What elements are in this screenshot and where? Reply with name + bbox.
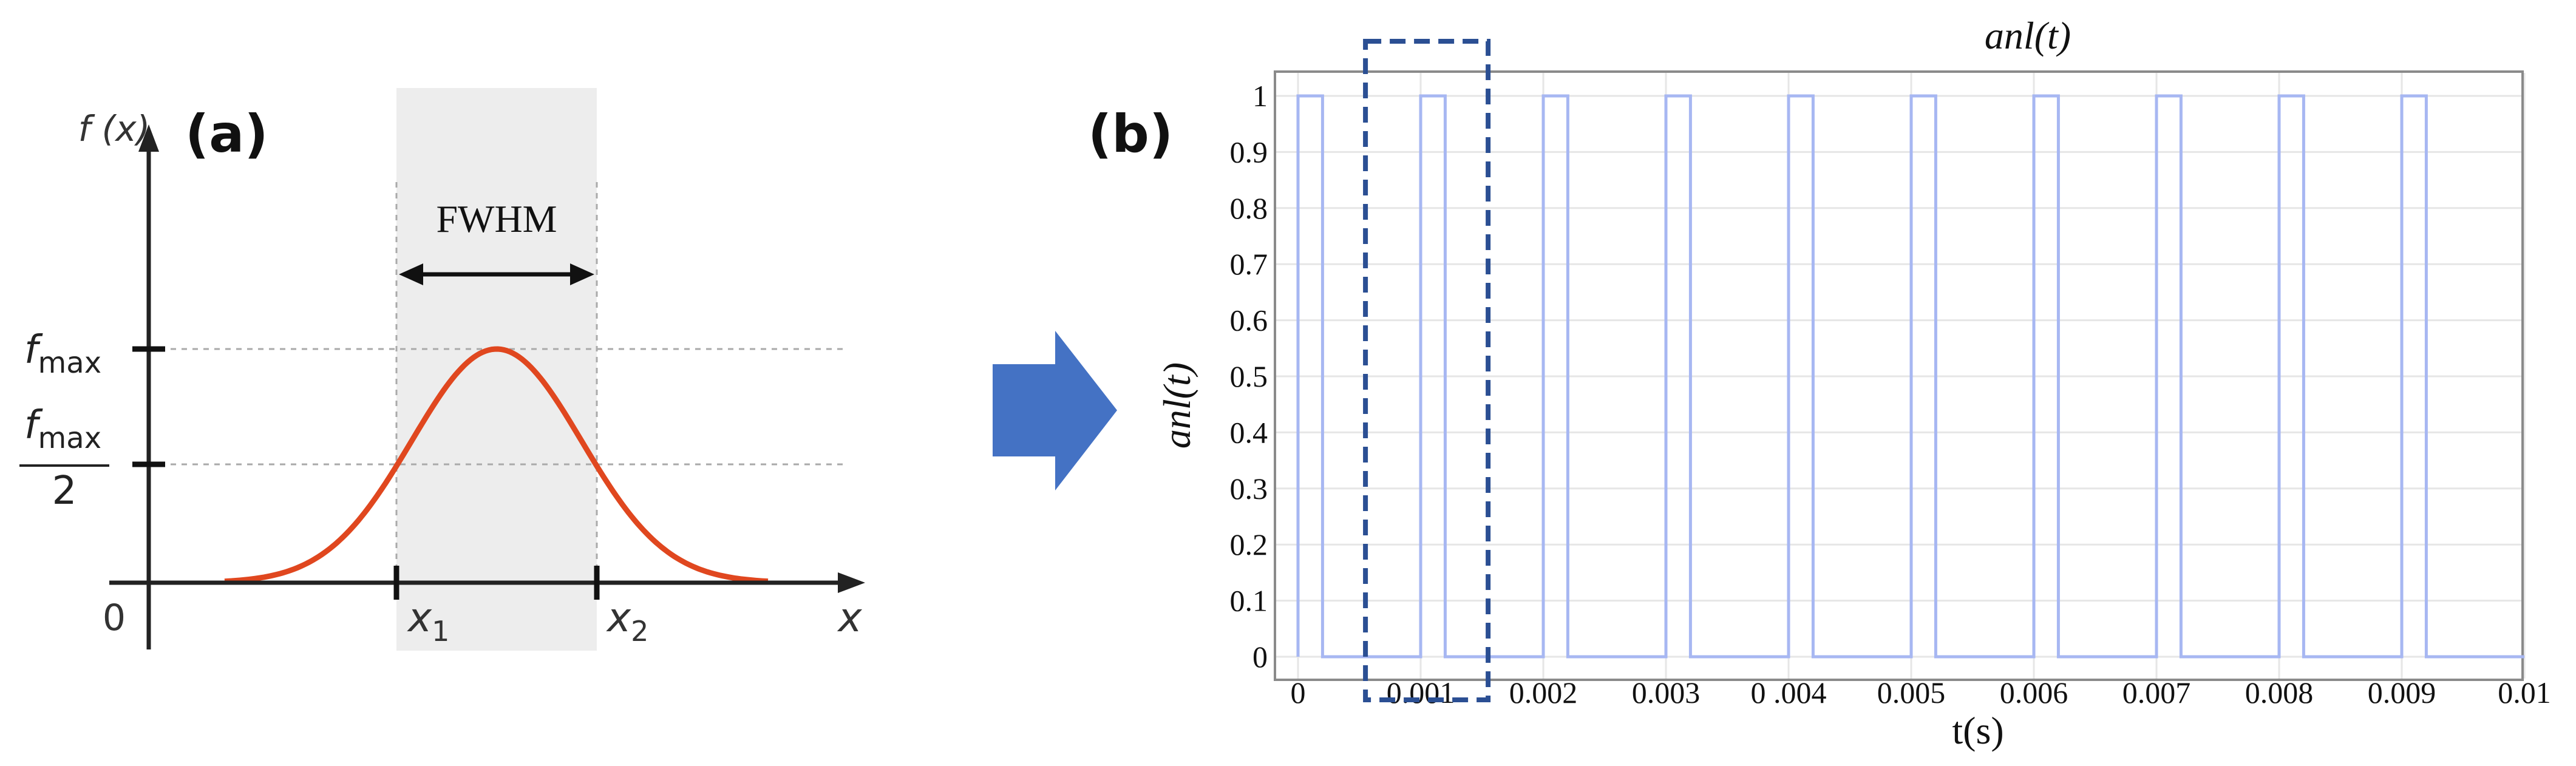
anl-series-line [1296, 94, 2524, 659]
y-tick-labels: 0 0.1 0.2 0.3 0.4 0.5 0.6 0.7 0.8 0.9 1 [1230, 79, 1268, 674]
y-tick-label: 0.7 [1230, 247, 1268, 281]
x1-tick-label: x1 [407, 594, 449, 648]
y-tick-label: 0.3 [1230, 472, 1268, 506]
x-tick-label: 0.01 [2498, 676, 2551, 710]
y-axis-label: f (x) [78, 108, 150, 149]
half-max-denominator: 2 [52, 469, 77, 513]
fwhm-arrow-right-head [570, 263, 594, 285]
x1-tick-label-main: x [407, 594, 432, 641]
panel-b-pulse-chart: (b) anl(t) 0 0.1 0.2 0.3 0.4 0.5 0.6 0.7 0.8 0.9 1… [1088, 14, 2551, 752]
panel-a-label: (a) [185, 104, 268, 164]
y-tick-label: 0.1 [1230, 584, 1268, 618]
origin-label: 0 [103, 597, 126, 639]
x2-tick-label: x2 [606, 594, 648, 648]
half-max-tick-label: fmax [24, 403, 101, 455]
fwhm-arrow-left-head [399, 263, 423, 285]
y-tick-label: 0.9 [1230, 135, 1268, 169]
x-tick-label: 0.005 [1877, 676, 1946, 710]
x-axis-label: x [837, 594, 862, 641]
chart-title-text: anl(t) [1985, 14, 2071, 57]
y-tick-label: 1 [1252, 79, 1268, 113]
x1-tick-label-sub: 1 [432, 615, 449, 648]
x-axis-label-b: t(s) [1952, 709, 2003, 752]
x-tick-label: 0 [1291, 676, 1306, 710]
x2-tick-label-sub: 2 [631, 615, 648, 648]
y-tick-label: 0.8 [1230, 191, 1268, 225]
x-tick-label: 0.006 [2000, 676, 2068, 710]
x-tick-label: 0.001 [1387, 676, 1455, 710]
chart-title: anl(t) [1985, 14, 2071, 57]
fmax-tick-label: fmax [24, 328, 101, 380]
panel-a-gaussian-chart: FWHM (a) f (x) fmax fmax 2 0 x1 x2 x [19, 88, 865, 651]
y-tick-label: 0.2 [1230, 527, 1268, 561]
half-max-tick-label-sub: max [38, 421, 102, 455]
panel-b-label: (b) [1088, 104, 1173, 164]
fwhm-annotation: FWHM [436, 197, 557, 240]
x-tick-label: 0.003 [1632, 676, 1701, 710]
x-tick-labels: 0 0.001 0.002 0.003 0 .004 0.005 0.006 0.007 0.0… [1291, 676, 2551, 710]
y-tick-label: 0.5 [1230, 359, 1268, 393]
x-tick-label: 0.007 [2122, 676, 2191, 710]
x2-tick-label-main: x [606, 594, 631, 641]
x-tick-label: 0.008 [2245, 676, 2314, 710]
y-tick-label: 0.4 [1230, 415, 1268, 449]
x-tick-label: 0.009 [2368, 676, 2436, 710]
fmax-tick-label-sub: max [38, 346, 102, 380]
x-tick-label: 0.002 [1509, 676, 1578, 710]
y-tick-label: 0 [1252, 640, 1268, 674]
highlight-dashed-box [1363, 39, 1491, 702]
x-tick-label: 0 .004 [1751, 676, 1827, 710]
grid [1275, 73, 2526, 679]
x-axis-arrowhead [838, 572, 865, 593]
y-axis-label-b: anl(t) [1155, 362, 1198, 449]
fwhm-band [396, 88, 597, 651]
gaussian-curve [224, 346, 769, 585]
y-tick-label: 0.6 [1230, 303, 1268, 337]
plot-frame [1274, 70, 2524, 681]
y-axis-arrowhead [138, 124, 159, 152]
transition-arrow [993, 331, 1117, 490]
